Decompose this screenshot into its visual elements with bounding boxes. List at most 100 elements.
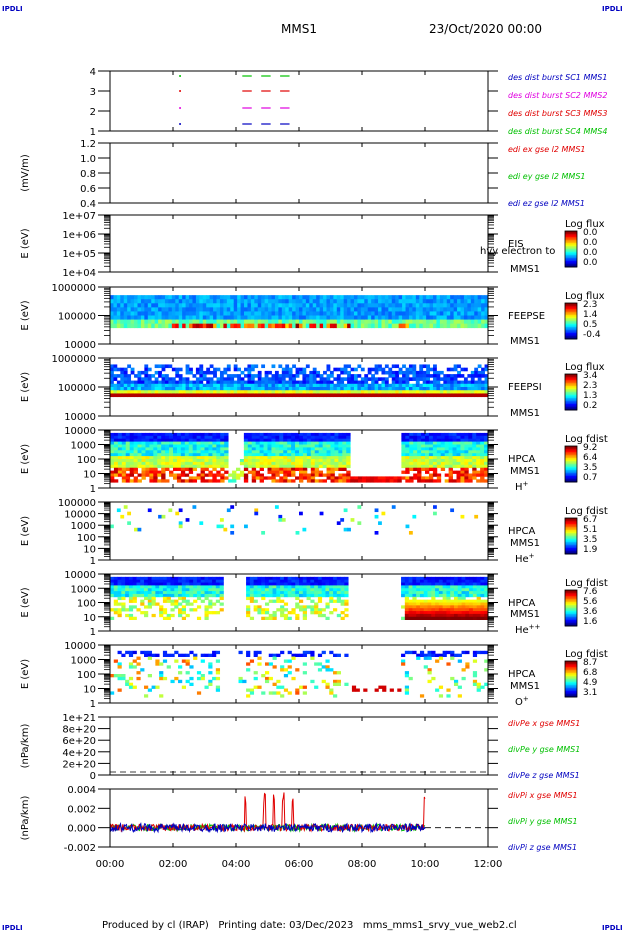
- spectrogram-cell: [427, 611, 432, 615]
- spectrogram-cell: [133, 470, 138, 474]
- spectrogram-cell: [110, 441, 115, 445]
- spectrogram-cell: [283, 461, 288, 466]
- spectrogram-cell: [134, 303, 138, 308]
- spectrogram-cell: [261, 323, 266, 329]
- colorbar-cell: [565, 462, 577, 465]
- spectrogram-cell: [329, 393, 334, 398]
- spectrogram-cell: [237, 307, 241, 312]
- spectrogram-cell: [208, 662, 213, 666]
- spectrogram-cell: [276, 591, 281, 595]
- spectrogram-cell: [209, 311, 214, 316]
- spectrogram-cell: [268, 599, 273, 603]
- spectrogram-cell: [244, 303, 248, 308]
- spectrogram-cell: [453, 364, 458, 369]
- spectrogram-cell: [257, 593, 262, 598]
- spectrogram-cell: [295, 467, 300, 471]
- spectrogram-cell: [353, 303, 358, 308]
- ylabel: E (eV): [20, 587, 31, 617]
- spectrogram-cell: [340, 319, 345, 325]
- spectrogram-cell: [170, 608, 175, 612]
- spectrogram-cell: [364, 390, 369, 394]
- spectrogram-cell: [329, 315, 334, 320]
- spectrogram-cell: [292, 390, 296, 394]
- spectrogram-cell: [264, 370, 269, 375]
- spectrogram-cell: [481, 295, 485, 300]
- spectrogram-cell: [295, 450, 300, 454]
- spectrogram-cell: [347, 374, 351, 378]
- spectrogram-cell: [350, 518, 355, 522]
- spectrogram-cell: [464, 473, 469, 477]
- spectrogram-cell: [438, 685, 444, 689]
- spectrogram-cell: [216, 461, 221, 466]
- spectrogram-cell: [484, 303, 489, 308]
- spectrogram-cell: [208, 473, 213, 477]
- spectrogram-cell: [178, 653, 183, 657]
- spectrogram-cell: [283, 435, 288, 440]
- spectrogram-cell: [448, 438, 453, 442]
- spectrogram-cell: [439, 315, 444, 320]
- spectrogram-cell: [132, 665, 137, 669]
- spectrogram-cell: [442, 591, 447, 595]
- spectrogram-cell: [116, 315, 121, 320]
- spectrogram-cell: [200, 479, 205, 483]
- spectrogram-cell: [309, 323, 314, 329]
- spectrogram-cell: [278, 374, 283, 378]
- spectrogram-cell: [246, 608, 251, 612]
- spectrogram-cell: [302, 473, 308, 477]
- spectrogram-cell: [128, 579, 134, 583]
- spectrogram-cell: [314, 585, 319, 589]
- spectrogram-cell: [321, 579, 326, 583]
- spectrogram-cell: [271, 390, 276, 394]
- spectrogram-cell: [200, 435, 205, 440]
- spectrogram-cell: [381, 479, 387, 483]
- spectrogram-cell: [353, 295, 358, 300]
- spectrogram-cell: [340, 299, 345, 304]
- spectrogram-cell: [272, 611, 277, 615]
- spectrogram-cell: [158, 370, 162, 375]
- spectrogram-cell: [388, 383, 393, 388]
- spectrogram-cell: [255, 473, 261, 477]
- spectrogram-cell: [326, 441, 331, 445]
- spectrogram-cell: [192, 393, 197, 398]
- spectrogram-cell: [125, 459, 131, 463]
- spectrogram-cell: [409, 467, 414, 471]
- spectrogram-cell: [249, 596, 255, 601]
- spectrogram-cell: [381, 311, 386, 316]
- spectrogram-cell: [461, 602, 466, 606]
- spectrogram-cell: [250, 295, 255, 300]
- spectrogram-cell: [136, 662, 141, 666]
- spectrogram-cell: [204, 653, 209, 657]
- spectrogram-cell: [204, 453, 209, 457]
- spectrogram-cell: [336, 303, 341, 308]
- spectrogram-cell: [484, 295, 489, 300]
- spectrogram-cell: [480, 470, 485, 474]
- spectrogram-cell: [185, 311, 190, 316]
- spectrogram-cell: [472, 653, 478, 657]
- spectrogram-cell: [246, 613, 251, 618]
- spectrogram-cell: [443, 390, 448, 394]
- spectrogram-cell: [388, 315, 393, 320]
- spectrogram-cell: [283, 444, 288, 448]
- spectrogram-cell: [291, 456, 296, 460]
- spectrogram-cell: [435, 599, 440, 603]
- spectrogram-cell: [244, 311, 248, 316]
- spectrogram-cell: [336, 323, 341, 329]
- spectrogram-cell: [287, 470, 292, 474]
- spectrogram-cell: [457, 585, 462, 589]
- spectrogram-cell: [291, 464, 296, 469]
- spectrogram-cell: [423, 593, 428, 598]
- spectrogram-cell: [164, 383, 169, 388]
- spectrogram-cell: [113, 390, 118, 394]
- spectrogram-cell: [249, 688, 255, 692]
- spectrogram-cell: [237, 315, 241, 320]
- spectrogram-cell: [247, 453, 253, 457]
- spectrogram-cell: [452, 432, 457, 437]
- spectrogram-cell: [446, 588, 451, 592]
- spectrogram-cell: [170, 599, 175, 603]
- spectrogram-cell: [220, 461, 225, 466]
- spectrogram-cell: [484, 307, 489, 312]
- spectrogram-cell: [365, 476, 371, 480]
- spectrogram-cell: [305, 303, 310, 308]
- spectrogram-cell: [200, 459, 205, 463]
- spectrogram-cell: [261, 307, 266, 312]
